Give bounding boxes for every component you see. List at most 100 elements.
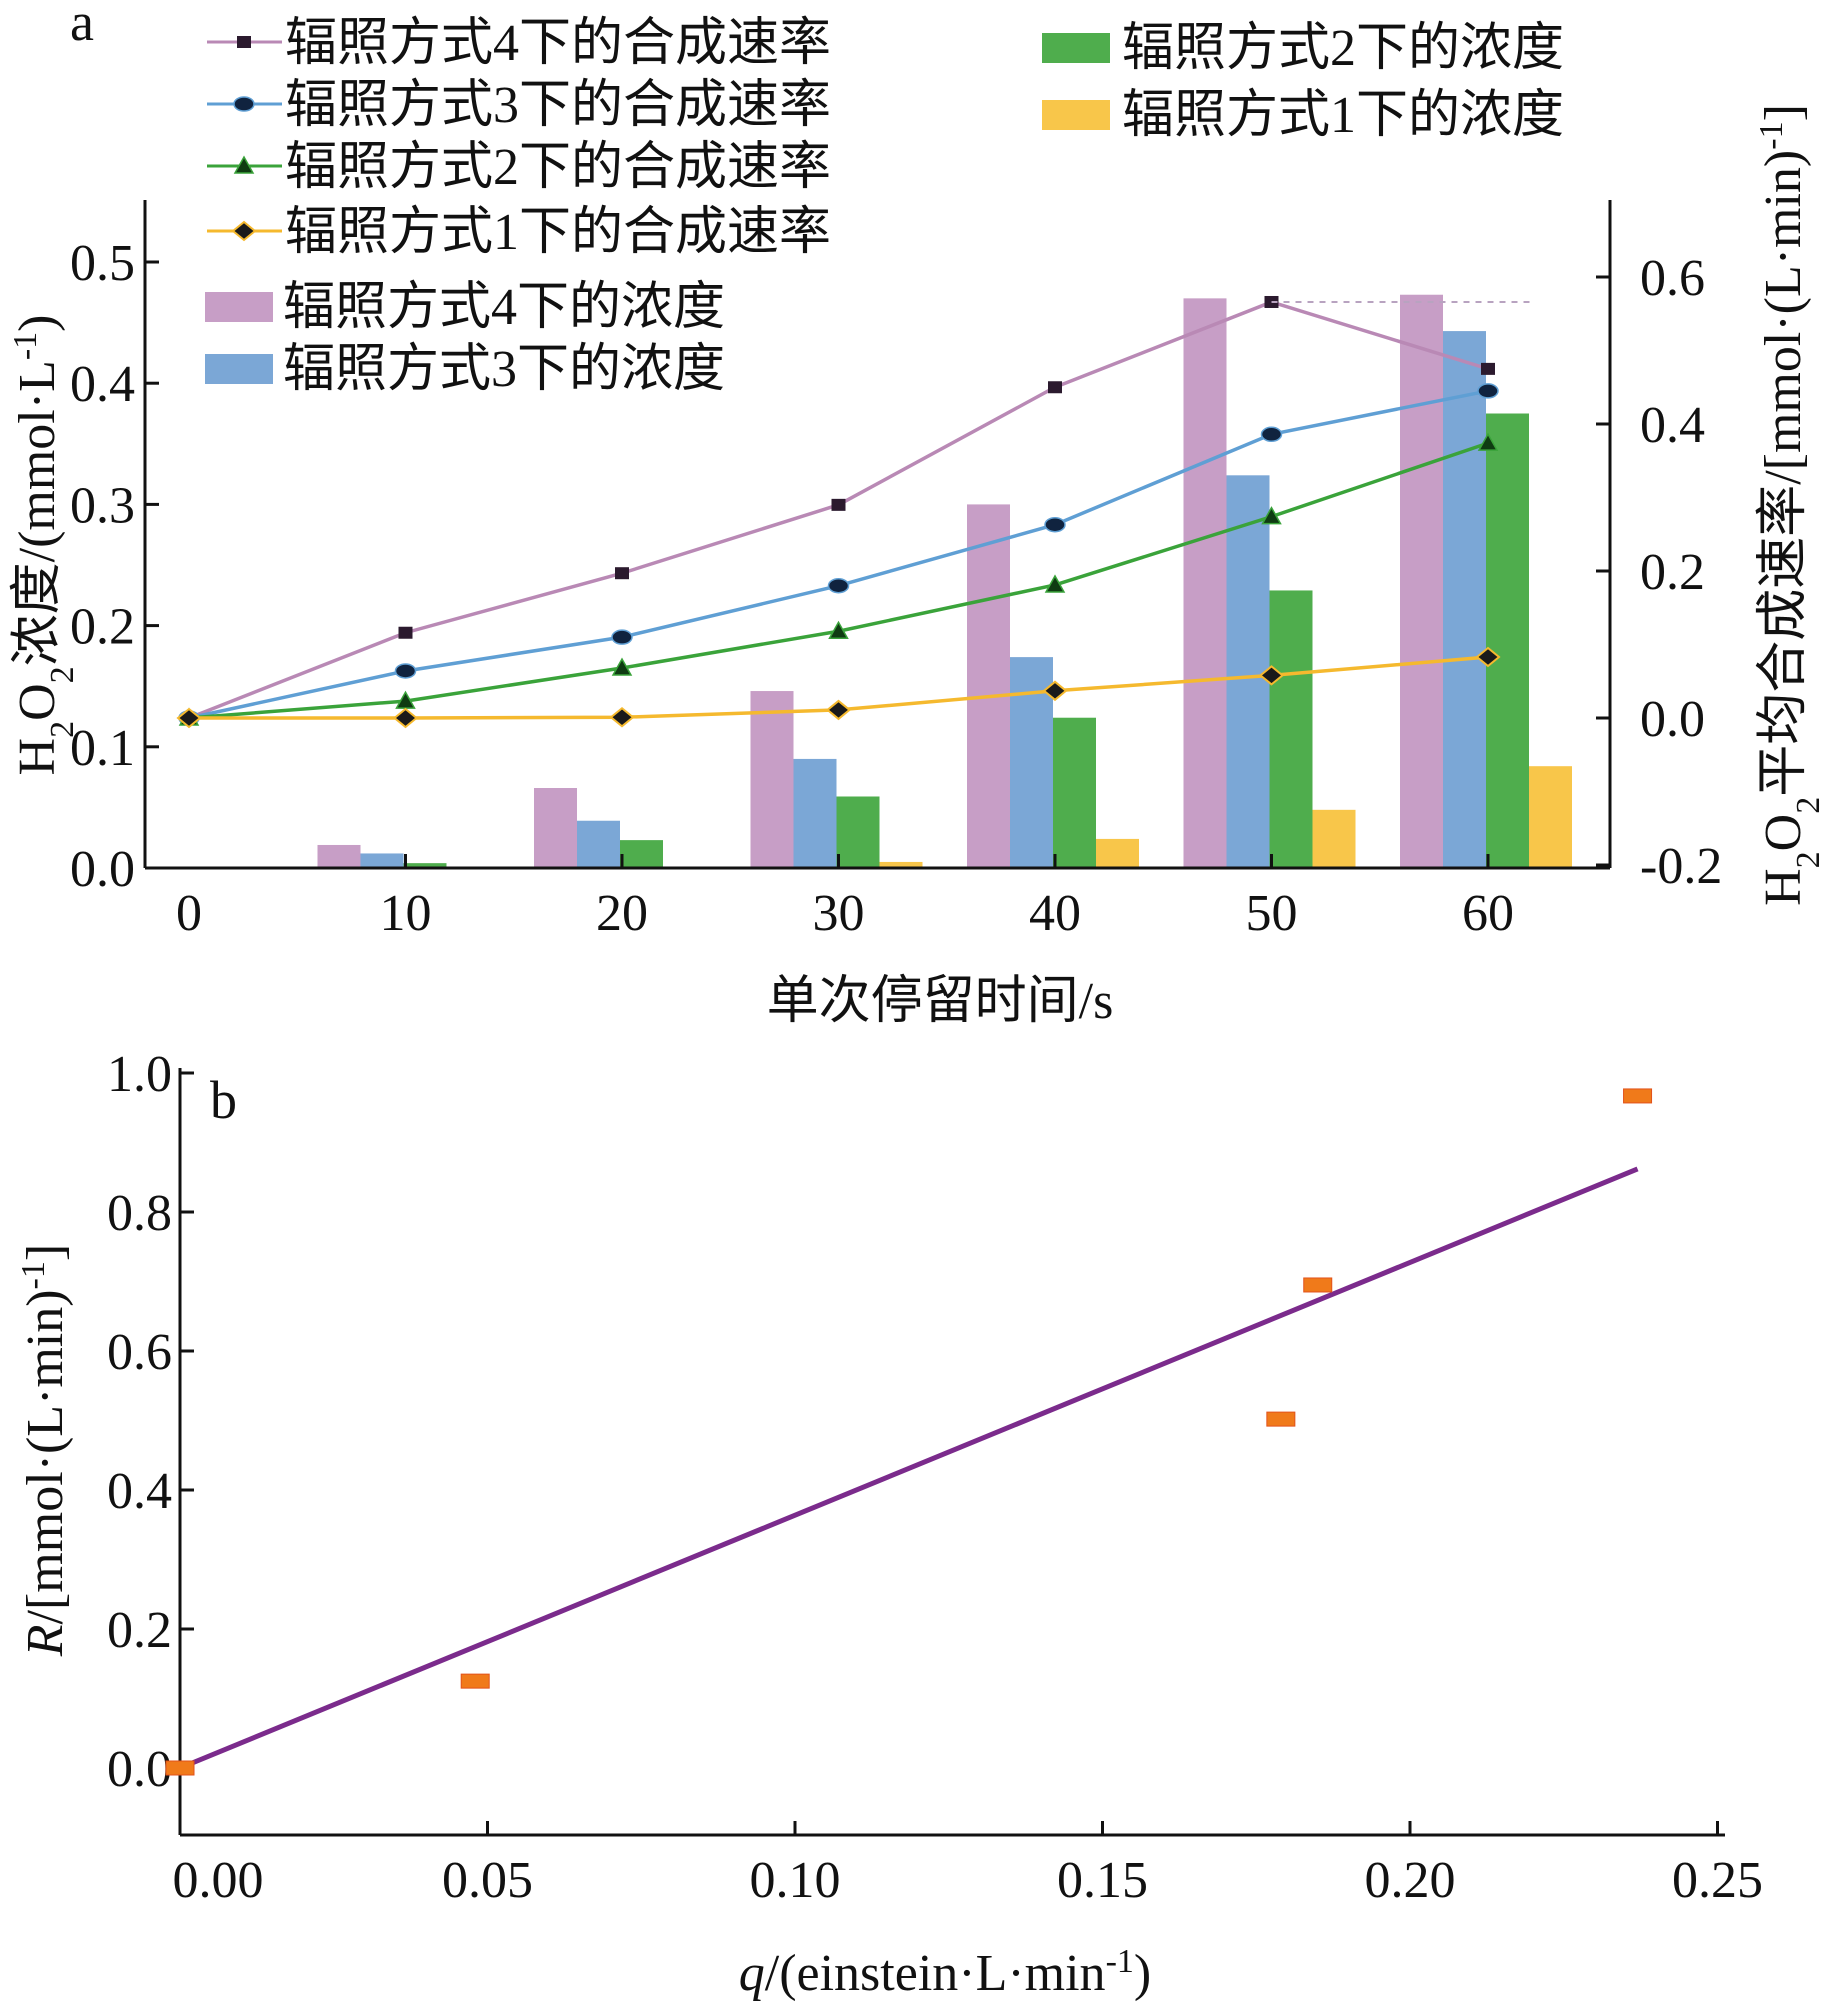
panel-a-chart: 0.0 0.1 0.2 0.3 0.4 0.5 -0.2 0.0 0.2 0.4 0.6 0 10 20 3…: [7, 15, 1826, 1030]
b-x-tick-label: 0.05: [442, 1852, 533, 1909]
a-rate-point: [828, 620, 849, 640]
a-right-tick-label: -0.2: [1640, 838, 1722, 895]
panel-b-letter: b: [210, 1070, 237, 1130]
a-rate-point: [392, 707, 419, 729]
a-rate-point: [1258, 665, 1285, 686]
a-left-tick-label: 0.5: [70, 235, 135, 292]
a-rate-point: [394, 663, 417, 679]
legend-line-label: 辐照方式3下的合成速率: [285, 77, 831, 134]
panel-a-legend: 辐照方式4下的合成速率辐照方式3下的合成速率辐照方式2下的合成速率辐照方式1下的…: [205, 15, 1564, 398]
a-x-tick-label: 50: [1246, 885, 1298, 942]
a-right-tick-label: 0.0: [1640, 691, 1705, 748]
a-right-tick-label: 0.6: [1640, 250, 1705, 307]
a-bar: [620, 840, 663, 868]
a-bar: [836, 796, 880, 868]
a-bar: [1529, 766, 1572, 868]
b-data-point: [460, 1673, 490, 1689]
a-rate-point: [1261, 506, 1282, 525]
a-bar: [1226, 475, 1270, 868]
a-x-tick-label: 10: [380, 885, 432, 942]
legend-line-marker: [233, 155, 255, 174]
b-y-tick-label: 0.8: [107, 1185, 172, 1242]
a-rate-point: [1260, 426, 1283, 443]
b-x-tick-label: 0.00: [173, 1852, 264, 1909]
a-rate-point: [1044, 516, 1066, 533]
b-x-tick-label: 0.10: [750, 1852, 841, 1909]
a-rate-point: [825, 699, 852, 721]
a-bar: [403, 863, 447, 868]
b-x-tick-label: 0.15: [1057, 1852, 1148, 1909]
panel-a-letter: a: [70, 0, 94, 52]
a-bar: [1486, 413, 1529, 868]
a-rate-point: [1477, 432, 1499, 451]
a-bar: [534, 788, 577, 868]
a-right-axis-title: H2O2平均合成速率/[mmol·(L·min)-1]: [1753, 104, 1826, 906]
a-rate-point: [1475, 646, 1501, 668]
a-rate-point: [611, 629, 633, 645]
legend-bar-label: 辐照方式3下的浓度: [283, 341, 725, 398]
a-bar: [577, 820, 620, 868]
a-bar: [879, 861, 923, 868]
a-rate-point: [1048, 381, 1062, 394]
a-bar: [750, 691, 794, 868]
b-y-tick-label: 0.4: [107, 1463, 172, 1520]
a-rate-point: [398, 626, 413, 639]
a-x-tick-label: 40: [1029, 885, 1081, 942]
a-rate-point: [611, 657, 633, 676]
b-y-tick-label: 0.6: [107, 1324, 172, 1381]
a-bar: [1096, 838, 1139, 868]
a-rate-point: [1481, 362, 1495, 375]
a-rate-point: [1477, 383, 1499, 399]
a-left-tick-label: 0.1: [70, 720, 135, 777]
a-bar: [1269, 590, 1313, 868]
a-x-axis-title: 单次停留时间/s: [767, 973, 1114, 1030]
a-left-tick-label: 0.2: [70, 599, 135, 656]
legend-bar-swatch: [205, 354, 273, 384]
a-rate-point: [1042, 680, 1068, 702]
panel-b-fit-line: [179, 1166, 1639, 1771]
a-right-tick-label: 0.4: [1640, 397, 1705, 454]
a-left-tick-label: 0.0: [70, 841, 135, 898]
a-rate-point: [831, 498, 846, 511]
b-y-axis-title: R/[mmol·(L·min)-1]: [15, 1244, 75, 1657]
a-bar: [967, 504, 1010, 868]
b-x-tick-label: 0.20: [1365, 1852, 1456, 1909]
panel-a-rate-lines: [176, 295, 1532, 729]
a-rate-point: [615, 567, 629, 580]
b-y-tick-label: 1.0: [107, 1046, 172, 1103]
legend-line-marker: [237, 36, 251, 48]
legend-bar-swatch: [205, 292, 273, 322]
b-y-tick-label: 0.2: [107, 1602, 172, 1659]
a-bar: [1443, 331, 1486, 869]
b-data-point: [1266, 1411, 1296, 1427]
b-fit-line-path: [179, 1166, 1639, 1771]
panel-b-chart: 0.0 0.2 0.4 0.6 0.8 1.0 0.00 0.05 0.10 0.15 0.20 0.…: [15, 1046, 1764, 2002]
panel-a-axes: 0.0 0.1 0.2 0.3 0.4 0.5 -0.2 0.0 0.2 0.4 0.6 0 10 20 3…: [7, 104, 1826, 1030]
b-x-axis-title: q/(einstein·L·min-1): [739, 1943, 1151, 2003]
a-bar: [793, 758, 837, 868]
a-x-tick-label: 0: [176, 885, 202, 942]
panel-b-axes: 0.0 0.2 0.4 0.6 0.8 1.0 0.00 0.05 0.10 0.15 0.20 0.…: [15, 1046, 1764, 2002]
legend-bar-swatch: [1042, 100, 1110, 130]
panel-b-points: [165, 1088, 1653, 1776]
panel-a-bars: [317, 294, 1572, 869]
a-left-tick-label: 0.3: [70, 477, 135, 534]
b-data-point: [1303, 1277, 1333, 1293]
a-bar: [1312, 809, 1356, 868]
a-x-tick-label: 20: [596, 885, 648, 942]
b-x-tick-label: 0.25: [1672, 1852, 1763, 1909]
b-data-point: [1623, 1088, 1653, 1104]
a-bar: [1400, 294, 1443, 868]
a-rate-point: [827, 577, 850, 594]
b-data-point: [165, 1760, 195, 1776]
a-bar: [360, 853, 404, 868]
a-bar: [1053, 717, 1096, 868]
a-bar: [1183, 298, 1227, 868]
a-rate-point: [609, 706, 635, 728]
legend-line-marker: [233, 96, 255, 112]
legend-bar-swatch: [1042, 33, 1110, 63]
a-left-tick-label: 0.4: [70, 356, 135, 413]
a-x-tick-label: 60: [1462, 885, 1514, 942]
a-rate-point: [176, 707, 202, 729]
a-rate-point: [1044, 574, 1066, 593]
